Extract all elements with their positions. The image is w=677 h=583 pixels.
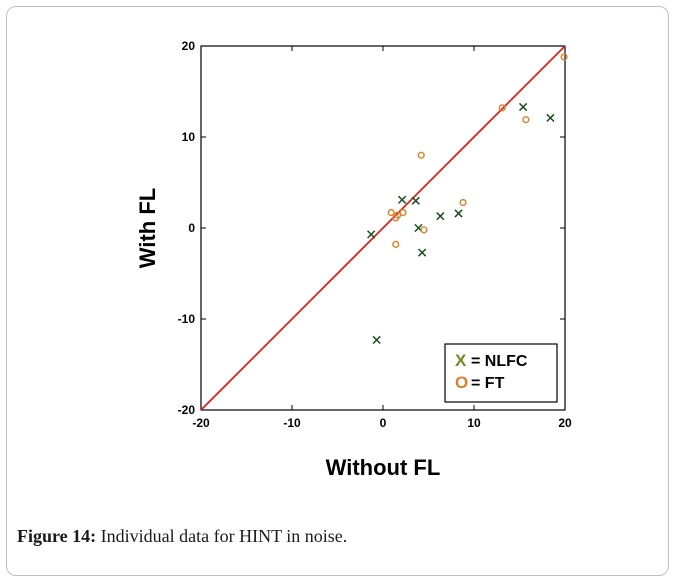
legend-label: = NLFC [471, 353, 528, 370]
nlfc-point [397, 195, 407, 204]
ft-point [560, 53, 568, 61]
legend-symbol: X [455, 351, 467, 370]
x-tick-label: -20 [192, 416, 210, 430]
ft-point [417, 151, 425, 159]
figure-caption: Figure 14: Individual data for HINT in n… [17, 526, 347, 547]
nlfc-point [367, 230, 376, 239]
nlfc-point [546, 113, 555, 123]
caption-label: Figure 14: [17, 526, 97, 546]
y-tick-label: -10 [178, 312, 196, 326]
ft-point [498, 104, 506, 112]
figure-frame [6, 6, 669, 576]
nlfc-point [411, 196, 420, 205]
y-tick-label: 20 [182, 39, 196, 53]
nlfc-point [417, 248, 427, 257]
ft-point [399, 208, 407, 217]
x-tick-label: 10 [467, 416, 481, 430]
y-axis-title: With FL [135, 188, 160, 268]
ft-point [393, 211, 402, 219]
x-tick-label: -10 [283, 416, 301, 430]
y-tick-label: 0 [188, 221, 195, 235]
ft-point [392, 240, 400, 248]
ft-point [420, 226, 428, 234]
nlfc-point [454, 209, 463, 218]
x-tick-label: 20 [558, 416, 572, 430]
legend-box [444, 343, 558, 403]
ft-point [387, 208, 395, 217]
nlfc-point [519, 102, 528, 112]
x-axis-title: Without FL [326, 455, 441, 480]
x-tick-label: 0 [380, 416, 387, 430]
y-tick-label: 10 [182, 130, 196, 144]
legend-label: = FT [471, 375, 505, 392]
nlfc-point [372, 335, 381, 345]
nlfc-point [436, 212, 445, 221]
ft-point [459, 198, 467, 207]
legend-symbol: O [455, 373, 468, 392]
y-tick-label: -20 [178, 403, 196, 417]
caption-text: Individual data for HINT in noise. [96, 526, 348, 546]
ft-point [522, 116, 530, 124]
